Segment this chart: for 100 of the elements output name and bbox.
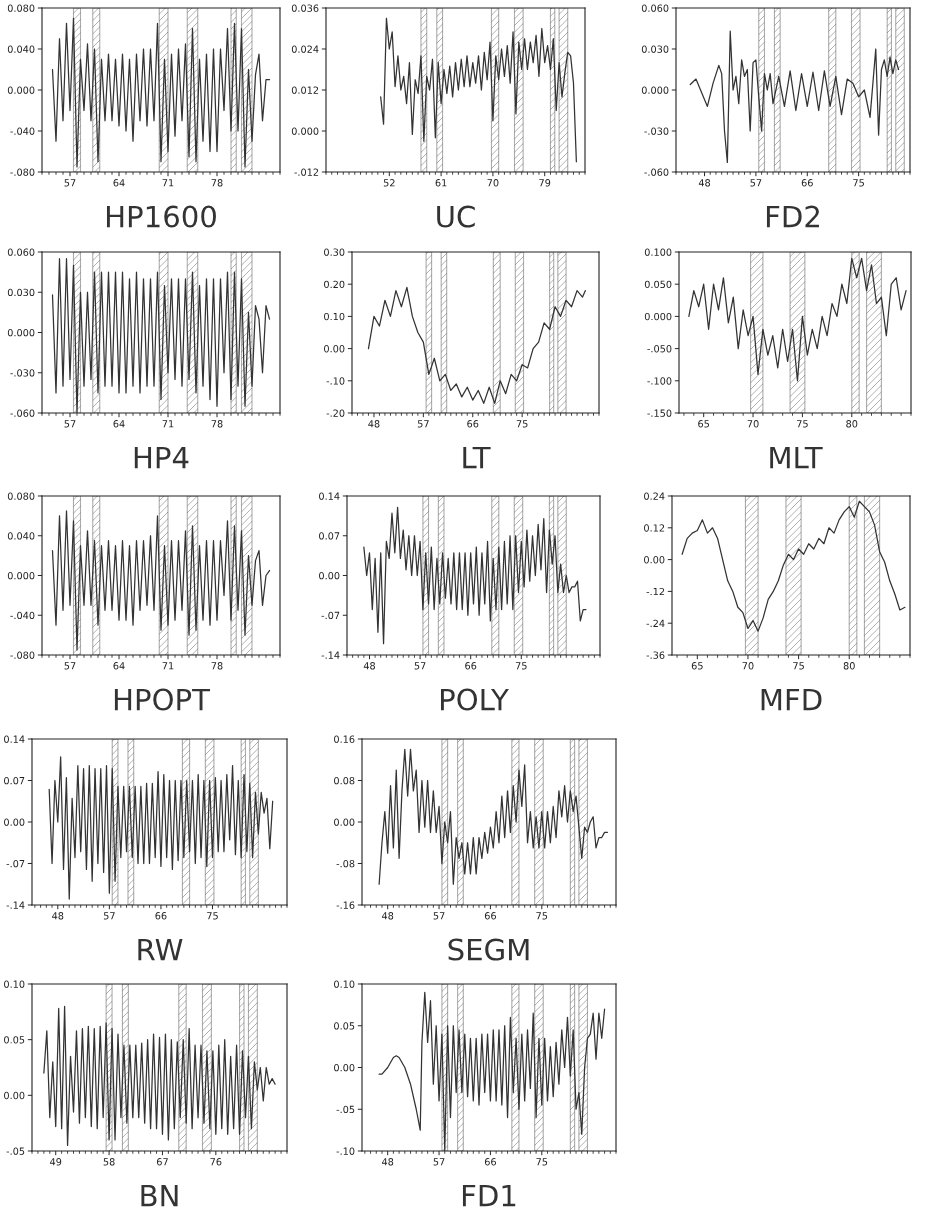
x-tick-label: 57 bbox=[64, 662, 76, 670]
x-tick-label: 57 bbox=[64, 420, 76, 428]
y-tick-label: 0.00 bbox=[644, 556, 665, 564]
y-tick-label: 0.100 bbox=[644, 248, 672, 256]
x-tick-label: 64 bbox=[113, 662, 125, 670]
y-tick-label: 0.036 bbox=[291, 4, 319, 12]
x-tick-label: 65 bbox=[691, 662, 703, 670]
y-tick-label: 0.05 bbox=[4, 1036, 25, 1044]
x-tick-label: 65 bbox=[698, 420, 710, 428]
y-tick-label: -.050 bbox=[647, 345, 672, 353]
x-tick-label: 80 bbox=[843, 662, 855, 670]
x-tick-label: 66 bbox=[467, 420, 479, 428]
y-tick-label: 0.000 bbox=[7, 328, 35, 337]
y-tick-label: 0.16 bbox=[334, 735, 355, 743]
x-axis-title: BN bbox=[141, 1184, 178, 1207]
x-tick-label: 48 bbox=[52, 912, 64, 920]
y-tick-label: -.080 bbox=[10, 168, 35, 176]
y-tick-label: 0.000 bbox=[7, 571, 35, 580]
x-tick-label: 78 bbox=[211, 179, 223, 187]
x-tick-label: 70 bbox=[742, 662, 754, 670]
x-tick-label: 75 bbox=[516, 420, 528, 428]
y-tick-label: 0.000 bbox=[641, 86, 669, 94]
x-tick-label: 57 bbox=[64, 179, 76, 187]
y-tick-label: -.05 bbox=[336, 1105, 355, 1114]
y-tick-label: 0.024 bbox=[291, 45, 319, 53]
y-tick-label: -.10 bbox=[336, 1147, 355, 1155]
x-tick-label: 64 bbox=[113, 179, 125, 187]
y-tick-label: 0.14 bbox=[319, 492, 340, 500]
x-tick-label: 58 bbox=[103, 1158, 115, 1166]
y-tick-label: 0.14 bbox=[4, 735, 25, 743]
y-tick-label: 0.12 bbox=[644, 524, 665, 532]
x-axis-title: POLY bbox=[440, 688, 509, 711]
y-tick-label: -.16 bbox=[336, 901, 355, 909]
x-tick-label: 71 bbox=[162, 179, 174, 187]
x-tick-label: 49 bbox=[50, 1158, 62, 1166]
y-tick-label: 0.060 bbox=[7, 248, 35, 256]
x-tick-label: 57 bbox=[750, 179, 762, 187]
x-tick-label: 48 bbox=[698, 179, 711, 187]
x-tick-label: 57 bbox=[433, 1158, 445, 1166]
x-tick-label: 76 bbox=[210, 1158, 222, 1166]
x-axis-title: RW bbox=[138, 938, 183, 961]
y-tick-label: 0.030 bbox=[641, 45, 669, 53]
y-tick-label: -.012 bbox=[294, 168, 319, 176]
x-tick-label: 75 bbox=[515, 662, 527, 670]
y-tick-label: -.20 bbox=[326, 409, 345, 417]
x-tick-label: 80 bbox=[846, 420, 858, 428]
x-tick-label: 71 bbox=[162, 662, 174, 670]
x-axis-title: LT bbox=[463, 446, 491, 469]
y-tick-label: 0.08 bbox=[334, 776, 355, 785]
x-tick-label: 48 bbox=[368, 420, 380, 428]
x-tick-label: 75 bbox=[793, 662, 804, 670]
x-tick-label: 61 bbox=[435, 179, 447, 187]
y-tick-label: 0.00 bbox=[319, 571, 340, 580]
y-tick-label: 0.040 bbox=[7, 45, 35, 53]
x-tick-label: 75 bbox=[797, 420, 808, 428]
y-tick-label: 0.10 bbox=[4, 980, 25, 988]
y-tick-label: 0.040 bbox=[7, 532, 35, 540]
y-tick-label: 0.07 bbox=[4, 776, 25, 785]
y-tick-label: 0.07 bbox=[319, 532, 340, 540]
y-tick-label: -.040 bbox=[10, 127, 35, 135]
y-tick-label: 0.080 bbox=[7, 4, 35, 12]
y-tick-label: 0.10 bbox=[334, 980, 355, 988]
y-tick-label: -.07 bbox=[321, 611, 340, 620]
x-tick-label: 48 bbox=[381, 1158, 394, 1166]
y-tick-label: 0.00 bbox=[4, 1091, 25, 1100]
y-tick-label: 0.00 bbox=[4, 818, 25, 826]
y-tick-label: 0.012 bbox=[291, 86, 319, 94]
y-tick-label: -.030 bbox=[644, 127, 669, 135]
y-tick-label: -.08 bbox=[336, 859, 355, 868]
y-tick-label: 0.060 bbox=[641, 4, 669, 12]
x-axis-title: UC bbox=[437, 205, 475, 228]
x-tick-label: 57 bbox=[103, 912, 115, 920]
y-tick-label: 0.05 bbox=[334, 1022, 355, 1030]
y-tick-label: -.060 bbox=[10, 409, 35, 417]
x-tick-label: 66 bbox=[465, 662, 477, 670]
x-tick-label: 75 bbox=[853, 179, 864, 187]
x-axis-title: HP4 bbox=[134, 446, 189, 469]
x-tick-label: 66 bbox=[484, 1158, 496, 1166]
y-tick-label: -.12 bbox=[646, 587, 665, 596]
y-tick-label: -.060 bbox=[644, 168, 669, 176]
y-tick-label: 0.00 bbox=[334, 1063, 355, 1072]
x-tick-label: 75 bbox=[207, 912, 218, 920]
y-tick-label: -.040 bbox=[10, 611, 35, 620]
x-tick-label: 75 bbox=[536, 912, 548, 920]
y-tick-label: -.150 bbox=[647, 409, 672, 417]
y-tick-label: -.080 bbox=[10, 651, 35, 659]
x-tick-label: 78 bbox=[211, 420, 223, 428]
y-tick-label: -.100 bbox=[647, 377, 672, 385]
x-tick-label: 70 bbox=[487, 179, 499, 187]
y-tick-label: -.030 bbox=[10, 369, 35, 377]
x-tick-label: 48 bbox=[363, 662, 376, 670]
x-tick-label: 66 bbox=[484, 912, 496, 920]
y-tick-label: -.10 bbox=[326, 377, 345, 385]
x-tick-label: 70 bbox=[747, 420, 759, 428]
y-tick-label: 0.00 bbox=[324, 345, 345, 353]
y-tick-label: 0.24 bbox=[644, 492, 665, 500]
x-tick-label: 48 bbox=[381, 912, 394, 920]
y-tick-label: -.14 bbox=[321, 651, 340, 659]
x-tick-label: 71 bbox=[162, 420, 174, 428]
y-tick-label: -.07 bbox=[6, 859, 25, 868]
